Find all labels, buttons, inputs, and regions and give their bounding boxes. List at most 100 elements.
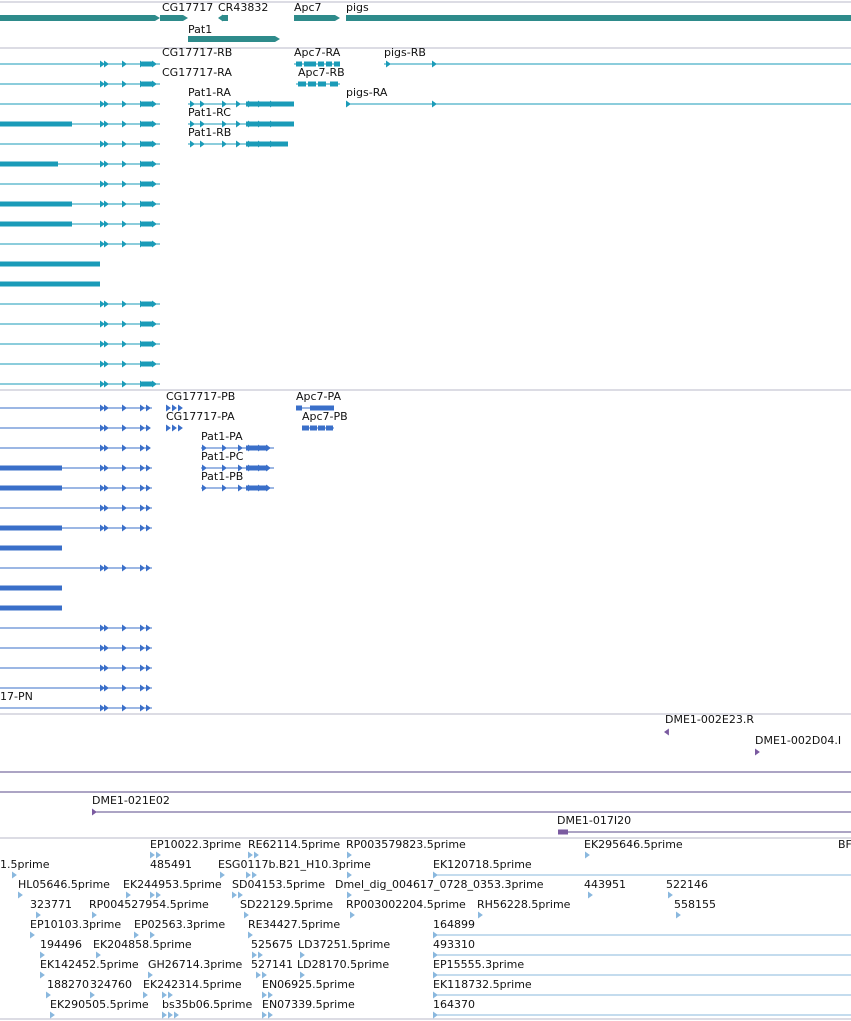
est-label: EK204858.5prime [93, 938, 192, 951]
protein-bar [246, 465, 268, 471]
transcript-exon-mark [104, 300, 109, 308]
est-label: RP003579823.5prime [346, 838, 466, 851]
transcript-exon-mark [100, 380, 105, 388]
est-label: 527141 [251, 958, 293, 971]
protein-mark [178, 404, 183, 412]
protein-mark [146, 464, 151, 472]
protein-mark [202, 444, 207, 452]
est-mark [258, 951, 263, 959]
transcript-exon [310, 61, 316, 67]
protein-mark [172, 404, 177, 412]
protein-bar [246, 485, 268, 491]
clone-mark [664, 728, 669, 736]
protein-mark [104, 484, 109, 492]
protein-mark [146, 624, 151, 632]
protein-label: CG17717-PB [166, 390, 236, 403]
est-mark [246, 871, 251, 879]
est-mark [244, 911, 249, 919]
clone-mark [92, 808, 97, 816]
est-mark [668, 891, 673, 899]
protein-mark [140, 624, 145, 632]
protein-mark [166, 404, 171, 412]
transcript-exon-mark [100, 160, 105, 168]
est-mark [433, 871, 438, 879]
protein-mark [104, 504, 109, 512]
protein-label: CG17717-PA [166, 410, 235, 423]
est-label: EN07339.5prime [262, 998, 355, 1011]
protein-mark [202, 484, 207, 492]
protein-label: 17-PN [0, 690, 33, 703]
transcript-exon-mark [152, 300, 157, 308]
transcript-exon [190, 100, 195, 108]
est-mark [252, 951, 257, 959]
est-label: RP004527954.5prime [89, 898, 209, 911]
gene-glyph-CR43832 [222, 15, 228, 21]
protein-label: Apc7-PB [302, 410, 348, 423]
protein-mark [100, 524, 105, 532]
transcript-exon-mark [104, 220, 109, 228]
transcript-exon-mark [104, 380, 109, 388]
est-label: LD37251.5prime [298, 938, 391, 951]
transcript-exon-mark [100, 340, 105, 348]
transcript-label: pigs-RA [346, 86, 388, 99]
est-label: SD04153.5prime [232, 878, 325, 891]
transcript-exon [386, 60, 391, 68]
transcript-exon-mark [100, 60, 105, 68]
transcript-exon [236, 140, 241, 148]
clone-label: DME1-002D04.I [755, 734, 842, 747]
est-label: 1.5prime [0, 858, 50, 871]
est-mark [162, 1011, 167, 1019]
protein-mark [104, 444, 109, 452]
clone-mark [558, 829, 568, 835]
protein-mark [140, 564, 145, 572]
transcript-utr [0, 161, 58, 167]
protein-mark [122, 564, 127, 572]
gene-label: Apc7 [294, 1, 322, 14]
protein-mark [140, 464, 145, 472]
transcript-label: CG17717-RB [162, 46, 233, 59]
est-mark [150, 851, 155, 859]
est-mark [143, 991, 148, 999]
gene-glyph [0, 15, 160, 21]
transcript-exon-mark [100, 80, 105, 88]
est-mark [347, 891, 352, 899]
est-mark [262, 971, 267, 979]
protein-bar [316, 405, 322, 411]
transcript-exon-mark [122, 240, 127, 248]
transcript-exon [222, 140, 227, 148]
protein-mark [100, 404, 105, 412]
transcript-exon-mark [104, 60, 109, 68]
protein-mark [146, 684, 151, 692]
protein-mark [104, 564, 109, 572]
protein-mark [100, 424, 105, 432]
protein-bar [318, 425, 325, 431]
transcript-exon-mark [122, 80, 127, 88]
transcript-exon-mark [152, 80, 157, 88]
est-label: RE62114.5prime [248, 838, 341, 851]
transcript-exon-mark [122, 100, 127, 108]
est-label: Dmel_dig_004617_0728_0353.3prime [335, 878, 544, 891]
est-mark [478, 911, 483, 919]
gene-glyph-CG17717 [160, 15, 188, 21]
transcript-exon-mark [100, 200, 105, 208]
transcript-exon-mark [152, 220, 157, 228]
protein-mark [104, 664, 109, 672]
est-label: EK295646.5prime [584, 838, 683, 851]
protein-bar [328, 405, 334, 411]
protein-mark [104, 684, 109, 692]
est-label: 164370 [433, 998, 475, 1011]
est-mark [433, 971, 438, 979]
est-label: EP15555.3prime [433, 958, 525, 971]
protein-label: Pat1-PC [201, 450, 244, 463]
est-mark [40, 951, 45, 959]
clone-mark [755, 748, 760, 756]
est-label: 443951 [584, 878, 626, 891]
protein-mark [140, 424, 145, 432]
est-mark [36, 911, 41, 919]
transcript-exon-mark [152, 180, 157, 188]
est-mark [256, 971, 261, 979]
est-mark [174, 1011, 179, 1019]
transcript-exon-mark [152, 160, 157, 168]
transcript-exon-block [142, 241, 152, 247]
transcript-exon-mark [104, 340, 109, 348]
